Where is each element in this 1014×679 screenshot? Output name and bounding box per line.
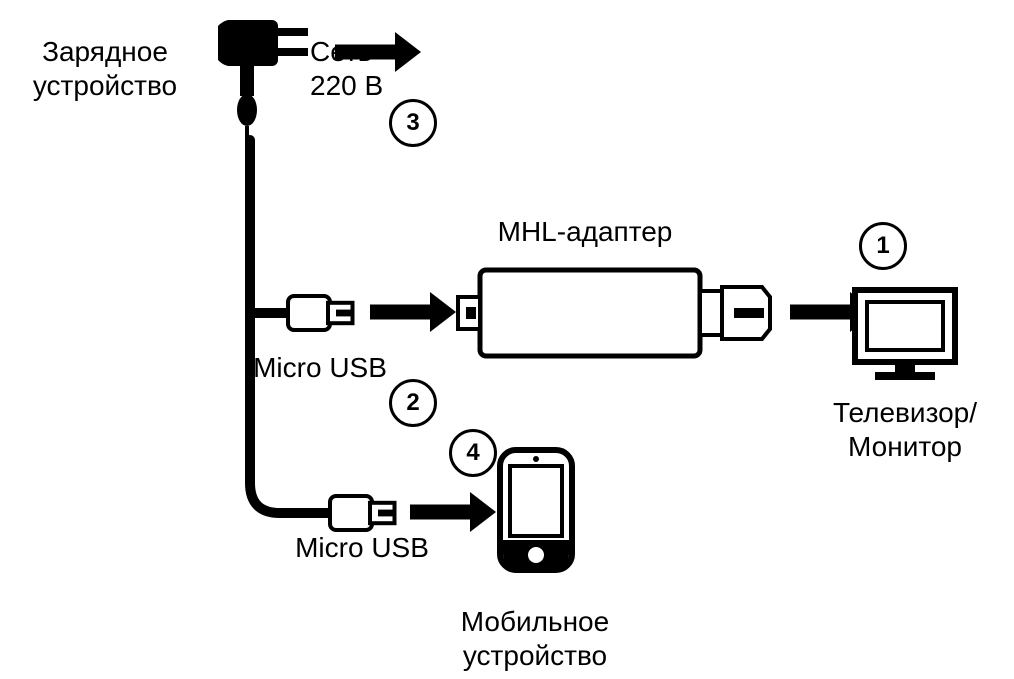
step-4-number: 4 (466, 439, 479, 467)
step-2-number: 2 (406, 389, 419, 417)
step-3-number: 3 (406, 109, 419, 137)
label-charger: Зарядное устройство (0, 35, 255, 102)
label-mains: Сеть 220 В (310, 35, 610, 102)
label-micro-usb-1: Micro USB (170, 351, 470, 385)
step-1-badge: 1 (859, 222, 907, 270)
label-mhl: MHL-адаптер (435, 215, 735, 249)
step-2-badge: 2 (389, 379, 437, 427)
step-1-number: 1 (876, 232, 889, 260)
diagram-canvas: Зарядное устройство Сеть 220 В MHL-адапт… (0, 0, 1014, 679)
step-3-badge: 3 (389, 99, 437, 147)
label-mobile: Мобильное устройство (385, 605, 685, 672)
label-tv: Телевизор/ Монитор (755, 396, 1014, 463)
label-micro-usb-2: Micro USB (212, 531, 512, 565)
step-4-badge: 4 (449, 429, 497, 477)
